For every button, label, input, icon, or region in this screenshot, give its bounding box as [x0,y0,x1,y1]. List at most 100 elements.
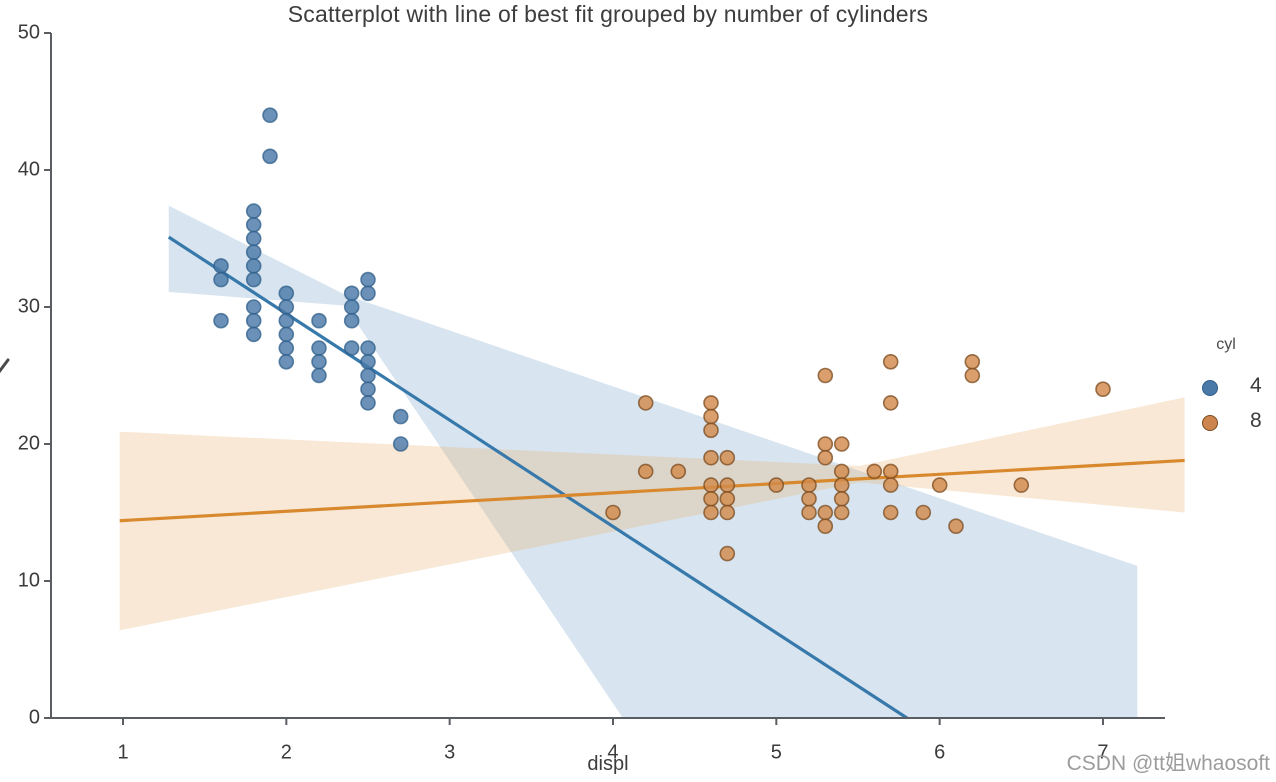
data-point-cyl-8 [882,463,899,480]
data-point-cyl-4 [360,340,376,356]
y-tick-label: 0 [29,706,40,728]
legend-marker-orange [1202,415,1218,431]
x-tick-label: 7 [1097,742,1108,764]
data-point-cyl-8 [833,463,850,480]
data-point-cyl-4 [343,312,360,329]
chart-title: Scatterplot with line of best fit groupe… [287,1,929,27]
data-point-cyl-4 [360,353,376,370]
data-point-cyl-4 [360,381,376,398]
y-axis-label-clipped [0,358,10,374]
data-point-cyl-8 [1095,381,1111,398]
data-point-cyl-8 [817,367,834,384]
data-point-cyl-8 [833,477,850,493]
data-point-cyl-4 [278,312,295,329]
data-point-cyl-8 [703,504,719,521]
data-point-cyl-8 [1013,477,1030,493]
data-point-cyl-8 [703,395,719,411]
legend-marker-blue [1202,380,1218,396]
data-point-cyl-4 [311,340,327,356]
y-tick-label: 30 [18,295,40,317]
data-point-cyl-8 [719,477,736,493]
data-point-cyl-8 [833,504,850,521]
watermark: CSDN @tt姐whaosoft [1066,752,1270,775]
data-point-cyl-4 [278,285,295,302]
data-point-cyl-8 [964,353,981,370]
data-point-cyl-8 [882,353,899,370]
data-point-cyl-8 [964,367,981,384]
ci-band-cyl-8 [119,397,1185,631]
data-point-cyl-8 [605,504,621,521]
data-point-cyl-8 [719,504,736,521]
data-point-cyl-4 [311,353,327,370]
data-point-cyl-8 [703,490,719,507]
data-point-cyl-4 [360,367,376,384]
data-point-cyl-8 [866,463,883,480]
data-point-cyl-4 [245,244,262,260]
data-point-cyl-4 [278,340,295,356]
data-point-cyl-8 [703,449,719,466]
data-point-cyl-8 [670,463,687,480]
data-point-cyl-4 [262,107,278,123]
data-point-cyl-8 [882,477,899,493]
data-point-cyl-4 [213,312,229,329]
legend-title: cyl [1216,336,1236,353]
data-point-cyl-8 [817,504,834,521]
data-point-cyl-8 [817,518,834,535]
data-point-cyl-4 [311,312,327,329]
data-point-cyl-8 [882,395,899,411]
x-tick-label: 3 [444,742,455,764]
data-point-cyl-4 [360,395,376,411]
data-point-cyl-4 [360,271,376,288]
ci-band-cyl-4 [168,205,1138,719]
y-tick-label: 40 [18,158,40,180]
x-axis-label: displ [587,753,629,775]
data-point-cyl-8 [703,408,719,425]
data-point-cyl-8 [703,422,719,439]
data-point-cyl-4 [278,299,295,315]
data-point-cyl-8 [719,545,736,562]
data-point-cyl-4 [278,326,295,343]
data-point-cyl-8 [801,490,817,507]
y-tick-label: 50 [18,21,40,43]
legend-label: 8 [1250,409,1262,432]
x-tick-label: 5 [771,742,782,764]
x-tick-label: 2 [281,742,292,764]
data-point-cyl-4 [245,326,262,343]
data-point-cyl-4 [213,271,229,288]
data-point-cyl-4 [262,148,278,165]
data-point-cyl-8 [637,395,654,411]
data-point-cyl-8 [637,463,654,480]
data-point-cyl-4 [278,353,295,370]
data-point-cyl-4 [245,217,262,233]
data-point-cyl-4 [343,299,360,315]
data-point-cyl-8 [719,490,736,507]
data-point-cyl-8 [948,518,964,535]
data-point-cyl-8 [768,477,785,493]
legend-item-cyl-4: 4 [1190,374,1276,400]
data-point-cyl-8 [833,436,850,452]
data-point-cyl-8 [817,436,834,452]
data-point-cyl-8 [801,477,817,493]
data-point-cyl-4 [343,340,360,356]
data-point-cyl-8 [882,504,899,521]
data-point-cyl-4 [392,408,409,425]
data-point-cyl-4 [392,436,409,452]
data-point-cyl-4 [245,299,262,315]
data-point-cyl-8 [931,477,948,493]
regression-line-cyl-8 [119,458,1185,523]
data-point-cyl-4 [245,271,262,288]
data-point-cyl-8 [703,477,719,493]
data-point-cyl-8 [719,449,736,466]
legend-item-cyl-8: 8 [1190,409,1276,435]
data-point-cyl-4 [245,230,262,247]
data-point-cyl-8 [801,504,817,521]
x-tick-label: 6 [934,742,945,764]
data-point-cyl-4 [213,258,229,274]
data-point-cyl-8 [915,504,932,521]
data-point-cyl-4 [360,285,376,302]
data-point-cyl-4 [311,367,327,384]
data-point-cyl-4 [245,312,262,329]
data-point-cyl-8 [833,490,850,507]
data-point-cyl-8 [817,449,834,466]
